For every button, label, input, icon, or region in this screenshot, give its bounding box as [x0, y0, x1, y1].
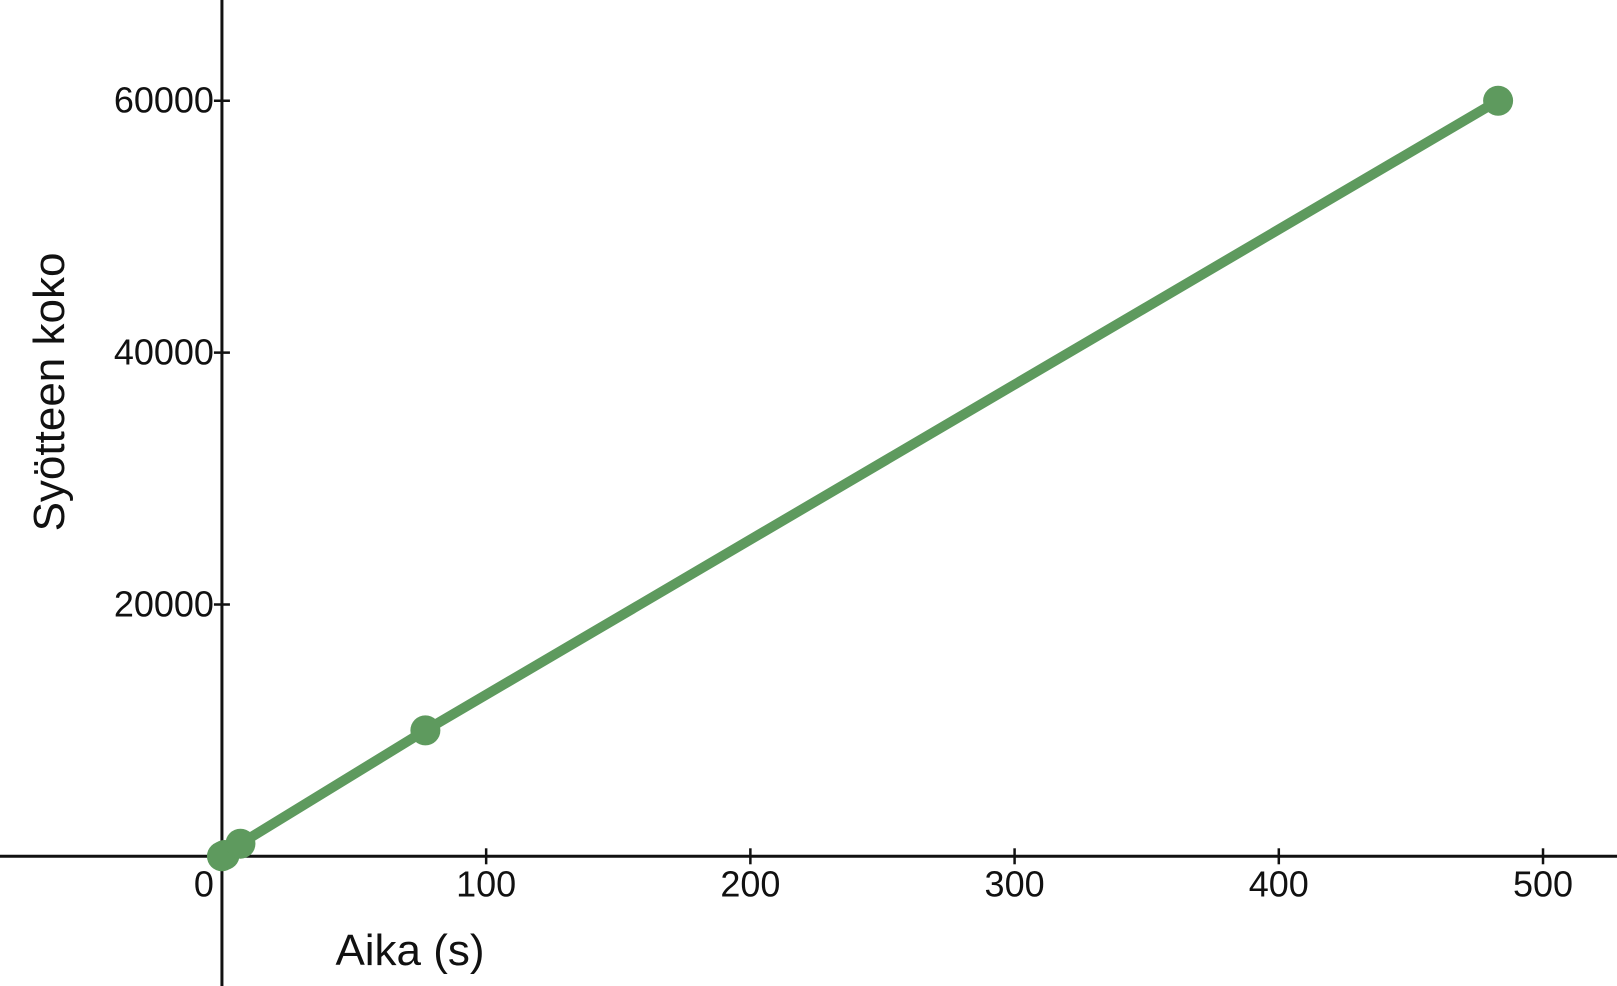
y-tick-label: 40000 [114, 332, 214, 373]
x-tick-label: 400 [1249, 863, 1309, 904]
y-axis-title: Syötteen koko [25, 253, 74, 532]
x-tick-label: 300 [985, 863, 1045, 904]
series-layer [206, 85, 1514, 872]
x-axis-ticks: 0 100 200 300 400 500 [194, 848, 1573, 904]
y-tick-label: 60000 [114, 80, 214, 121]
x-tick-label: 100 [456, 863, 516, 904]
y-axis-ticks: 20000 40000 60000 [114, 80, 230, 624]
x-axis-title: Aika (s) [335, 926, 484, 975]
x-tick-label: 500 [1513, 863, 1573, 904]
data-point [225, 828, 256, 859]
series-line [216, 95, 1504, 862]
x-tick-label: 200 [720, 863, 780, 904]
data-point [410, 715, 441, 746]
data-point [1483, 85, 1514, 116]
y-tick-label: 20000 [114, 583, 214, 624]
x-tick-label: 0 [194, 863, 214, 904]
